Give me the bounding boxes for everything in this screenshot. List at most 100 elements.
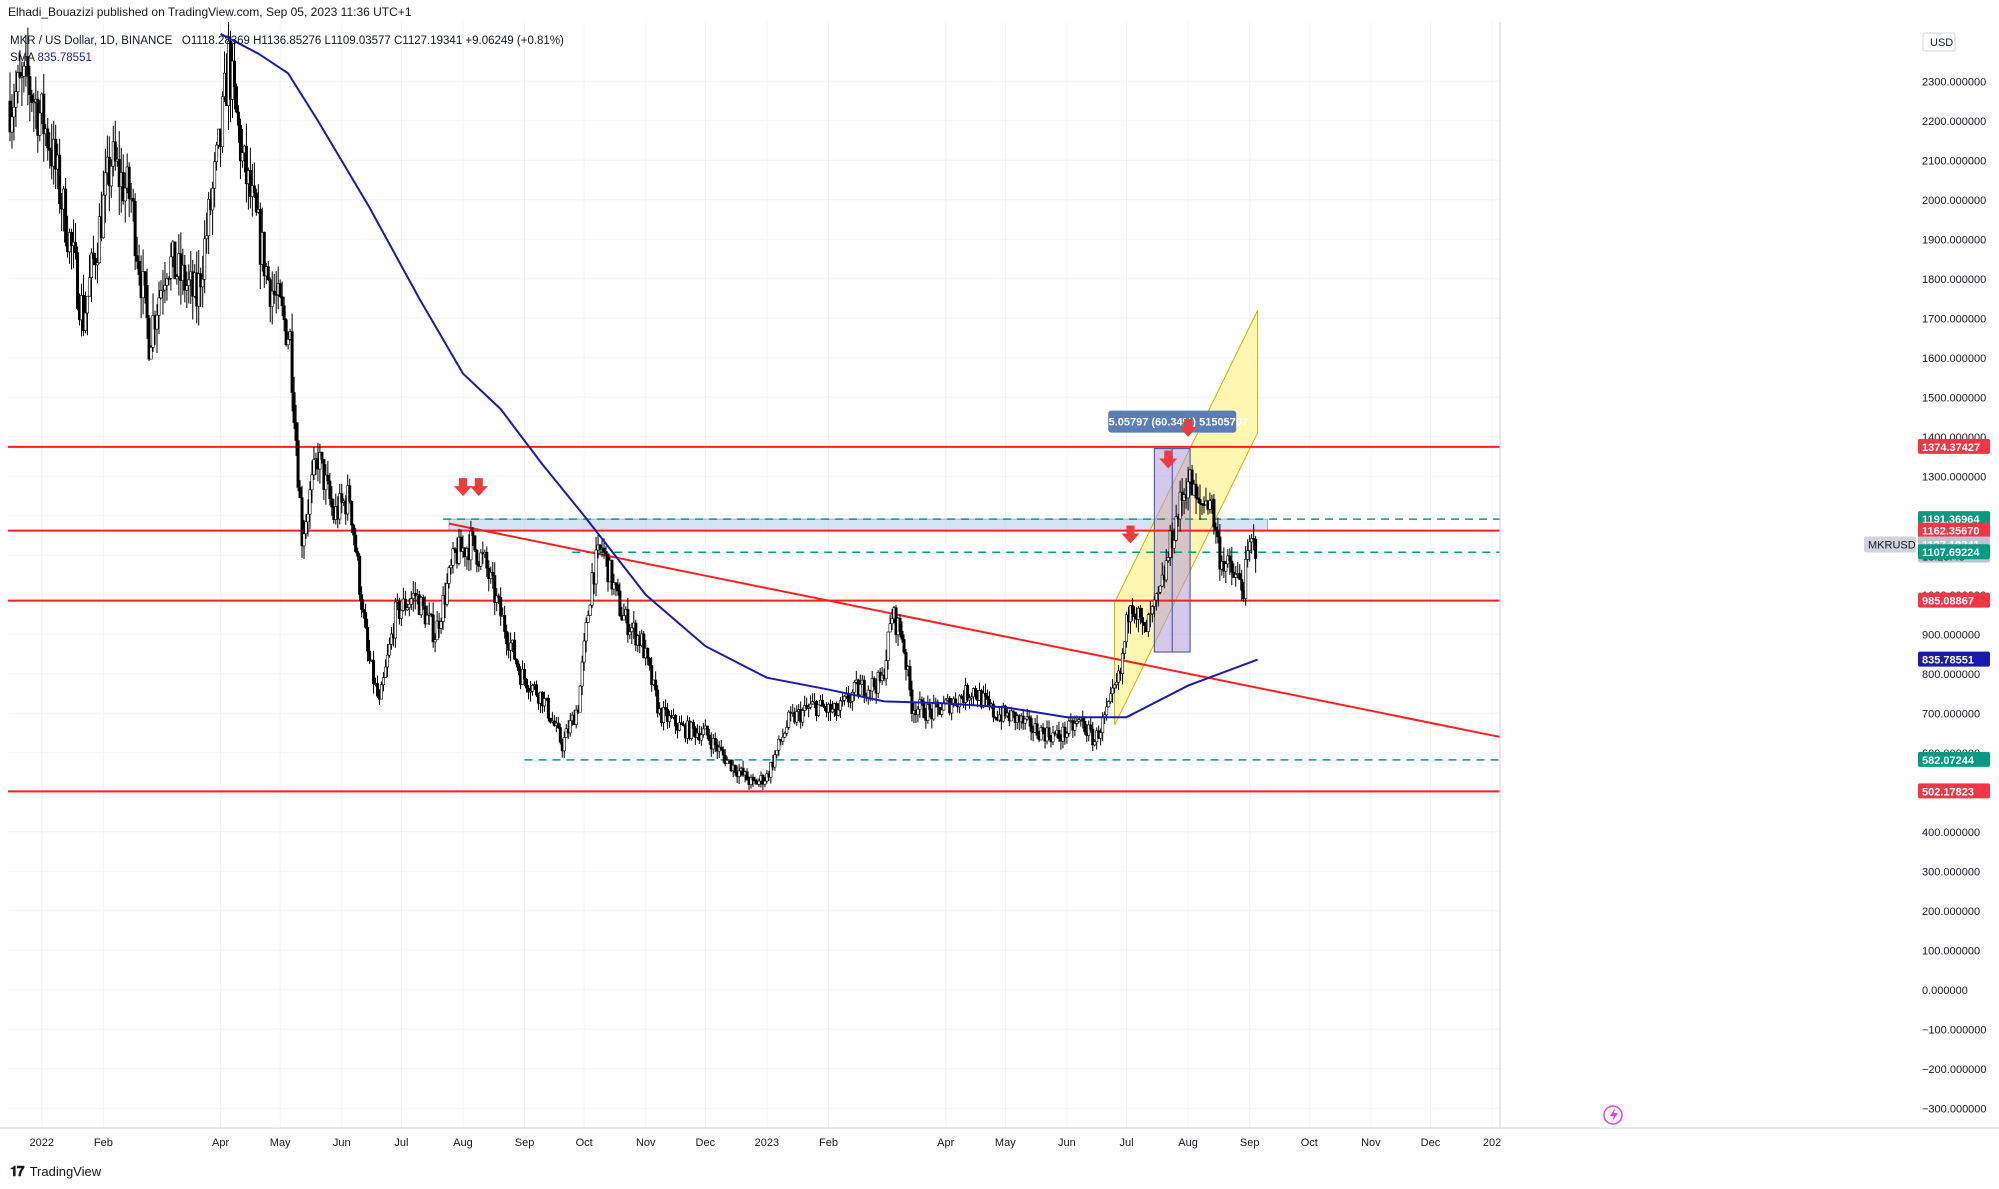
candle-body — [48, 147, 52, 151]
candle-body — [22, 65, 26, 77]
time-tick-label: 202 — [1483, 1137, 1501, 1149]
candle-body — [270, 290, 274, 307]
time-tick-label: 2023 — [755, 1137, 779, 1149]
down-arrow-icon[interactable] — [453, 478, 472, 497]
candle-body — [858, 683, 862, 696]
candle-body — [143, 271, 147, 286]
resistance-zone[interactable] — [448, 518, 1269, 532]
candle-body — [405, 607, 409, 611]
candle-body — [626, 609, 630, 636]
candle-body — [366, 627, 370, 652]
price-tag[interactable] — [1918, 783, 1990, 799]
time-tick-label: May — [995, 1137, 1016, 1149]
candle-body — [485, 552, 489, 569]
candle-body — [513, 639, 517, 660]
candle-body — [155, 314, 159, 330]
candle-body — [630, 627, 634, 633]
candle-body — [1081, 717, 1085, 722]
currency-box[interactable] — [1922, 32, 1956, 52]
candle-body — [74, 241, 78, 253]
candle-body — [433, 639, 437, 643]
candle-body — [928, 704, 932, 710]
candle-body — [503, 615, 507, 632]
price-tick-label: 1600.000000 — [1922, 353, 1986, 365]
candle-body — [232, 60, 236, 87]
descending-trendline[interactable] — [448, 522, 1501, 738]
candle-body — [598, 544, 602, 550]
time-tick-label: Nov — [1361, 1137, 1381, 1149]
price-tag-label: 985.08867 — [1922, 596, 1974, 608]
candle-body — [1244, 559, 1248, 599]
down-arrow-icon[interactable] — [1159, 450, 1178, 469]
candle-body — [441, 595, 445, 622]
candle-body — [145, 285, 149, 319]
price-tag[interactable] — [1918, 651, 1990, 667]
down-arrow-icon[interactable] — [469, 478, 488, 497]
candle-body — [151, 315, 155, 348]
candle-body — [362, 609, 366, 613]
candle-body — [290, 331, 294, 393]
candle-body — [960, 695, 964, 699]
candle-body — [562, 737, 566, 752]
candle-body — [10, 116, 14, 133]
price-tag[interactable] — [1918, 438, 1990, 454]
candle-body — [165, 278, 169, 286]
candle-body — [1067, 720, 1071, 734]
candle-body — [1130, 605, 1134, 615]
candle-body — [578, 685, 582, 713]
ohlc-values: O1118.28369 H1136.85276 L1109.03577 C112… — [181, 35, 564, 47]
price-tick-label: −200.000000 — [1922, 1064, 1987, 1076]
candle-body — [312, 459, 316, 476]
sma-line[interactable] — [220, 32, 1258, 719]
candle-body — [133, 200, 137, 256]
candle-body — [58, 154, 62, 205]
candle-body — [326, 474, 330, 482]
candle-body — [558, 727, 562, 743]
candle-body — [244, 145, 248, 185]
price-tag[interactable] — [1918, 522, 1990, 538]
candle-body — [534, 684, 538, 696]
candle-body — [385, 654, 389, 668]
candle-body — [787, 711, 791, 728]
candle-body — [586, 615, 590, 623]
candle-body — [807, 706, 811, 709]
candle-body — [286, 339, 290, 346]
candle-body — [966, 685, 970, 701]
candle-body — [352, 524, 356, 536]
candle-body — [1105, 706, 1109, 716]
candle-body — [42, 93, 46, 135]
candle-body — [1109, 693, 1113, 702]
candle-body — [642, 633, 646, 659]
price-tick-label: 2000.000000 — [1922, 195, 1986, 207]
candle-body — [447, 567, 451, 584]
candle-body — [753, 779, 757, 782]
footer-brand[interactable]: 𝟏𝟕 TradingView — [10, 1163, 101, 1180]
candle-body — [20, 75, 24, 78]
price-tag[interactable] — [1918, 511, 1990, 527]
symbol-tag[interactable] — [1864, 536, 1916, 553]
candle-body — [302, 533, 306, 547]
candle-body — [1142, 622, 1146, 626]
candle-body — [252, 185, 256, 194]
sma-row[interactable]: SMA 835.78551 — [10, 50, 564, 67]
price-tag[interactable] — [1918, 544, 1990, 560]
symbol-row[interactable]: MKR / US Dollar, 1D, BINANCE O1118.28369… — [10, 33, 564, 50]
candle-body — [1047, 727, 1051, 738]
price-tag[interactable] — [1918, 592, 1990, 608]
time-tick-label: Apr — [937, 1137, 954, 1149]
time-tick-label: Jun — [1058, 1137, 1076, 1149]
time-tick-label: Aug — [1178, 1137, 1198, 1149]
symbol-label: MKR / US Dollar, 1D, BINANCE — [10, 35, 173, 47]
price-tag[interactable] — [1918, 751, 1990, 767]
measure-label-box[interactable] — [1108, 410, 1237, 433]
candle-body — [991, 703, 995, 718]
candle-body — [900, 631, 904, 640]
candle-body — [308, 489, 312, 515]
candle-body — [64, 188, 68, 243]
down-arrow-icon[interactable] — [1179, 418, 1198, 437]
candle-body — [582, 640, 586, 663]
candle-body — [236, 111, 240, 126]
down-arrow-icon[interactable] — [1121, 525, 1140, 544]
price-tick-label: 2200.000000 — [1922, 116, 1986, 128]
